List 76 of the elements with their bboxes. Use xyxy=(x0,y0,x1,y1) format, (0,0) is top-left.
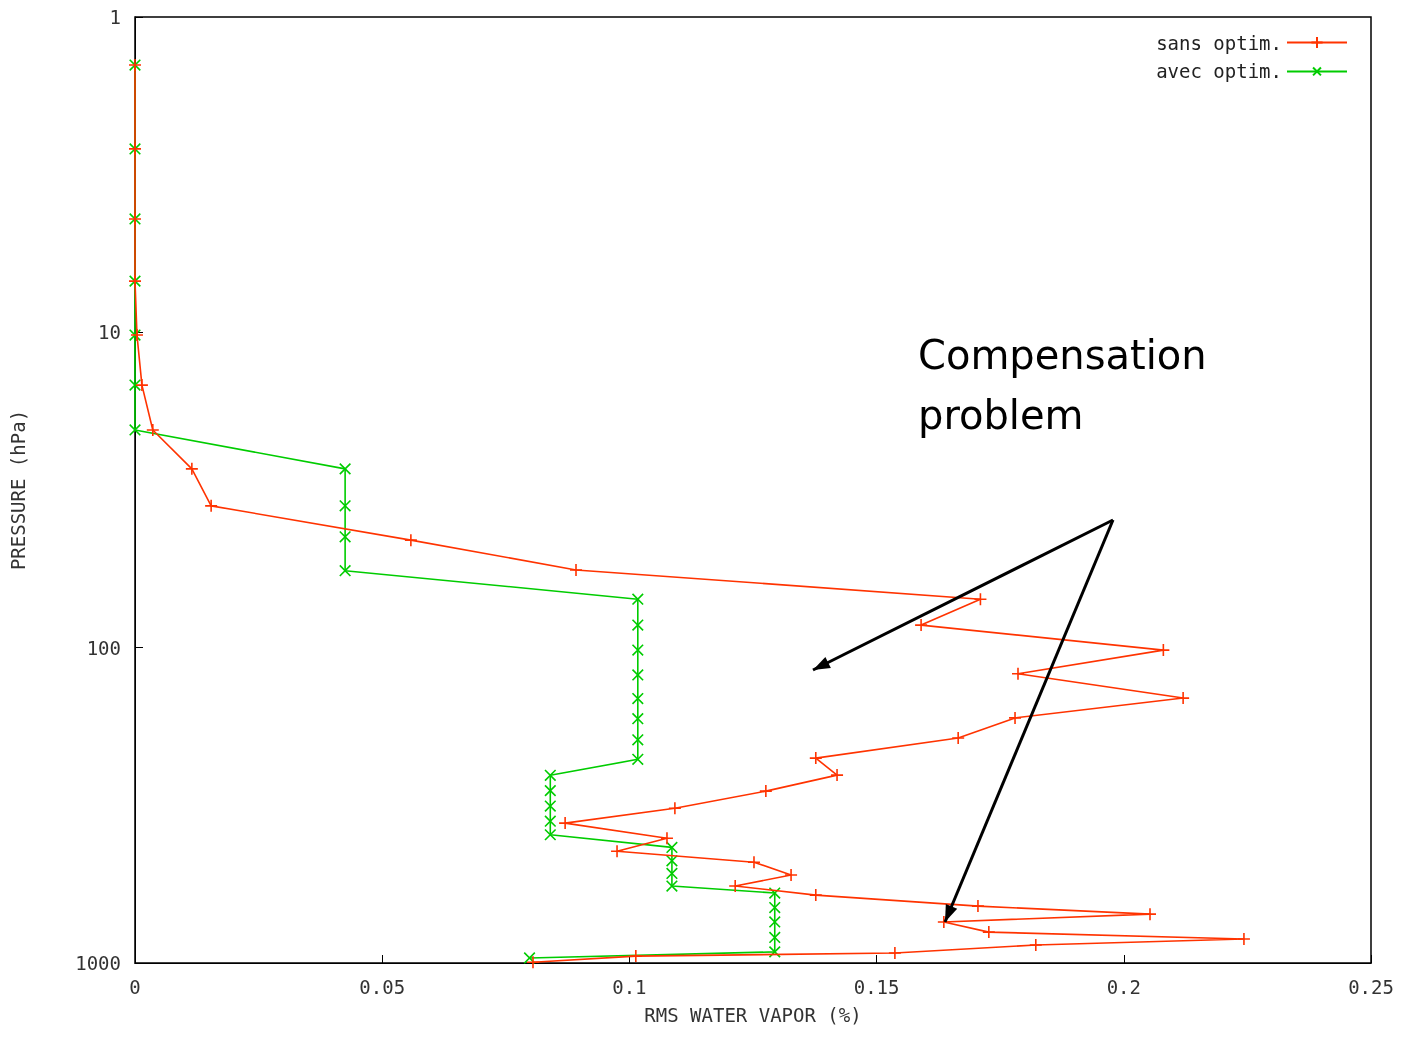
y-axis-title: PRESSURE (hPa) xyxy=(6,409,29,571)
y-tick-label: 100 xyxy=(86,636,121,659)
point xyxy=(665,879,679,893)
point xyxy=(914,618,928,632)
legend-label: avec optim. xyxy=(1156,60,1282,83)
point xyxy=(631,753,644,766)
point xyxy=(759,784,773,798)
x-tick-label: 0.1 xyxy=(612,975,647,998)
point xyxy=(668,801,682,816)
point xyxy=(629,949,643,963)
point xyxy=(808,888,823,902)
point xyxy=(1237,932,1251,946)
y-tick-label: 1000 xyxy=(75,952,121,974)
point xyxy=(728,879,742,893)
point xyxy=(631,644,644,657)
y-tick-label: 10 xyxy=(98,321,121,344)
point xyxy=(937,915,951,929)
point xyxy=(951,731,965,745)
point xyxy=(544,800,557,813)
x-tick-label: 0.2 xyxy=(1106,975,1141,998)
x-axis-title: RMS WATER VAPOR (%) xyxy=(644,1003,862,1026)
point xyxy=(665,841,679,854)
point xyxy=(339,564,352,577)
point xyxy=(982,925,996,939)
point xyxy=(888,946,902,960)
point xyxy=(544,815,557,828)
x-tick-label: 0.15 xyxy=(853,975,900,998)
point xyxy=(135,378,149,392)
point xyxy=(544,769,557,782)
point xyxy=(665,867,679,880)
annotation: Compensation problem xyxy=(918,332,1207,438)
point xyxy=(631,618,644,632)
point xyxy=(971,899,985,913)
legend-label: sans optim. xyxy=(1156,31,1282,54)
point xyxy=(339,530,352,543)
point xyxy=(1156,643,1171,657)
point xyxy=(631,668,644,681)
point xyxy=(128,378,142,392)
point xyxy=(523,951,536,965)
point xyxy=(339,462,352,475)
point xyxy=(146,423,160,437)
point xyxy=(660,831,674,845)
point xyxy=(768,915,781,929)
point xyxy=(339,499,352,512)
point xyxy=(544,784,557,797)
point xyxy=(204,499,218,513)
point xyxy=(631,593,644,606)
point xyxy=(1008,711,1022,725)
point xyxy=(610,844,624,858)
point xyxy=(768,901,781,914)
point xyxy=(526,955,540,970)
x-tick-label: 0 xyxy=(129,975,141,998)
point xyxy=(768,945,781,958)
point xyxy=(631,733,644,746)
point xyxy=(128,423,142,437)
point xyxy=(747,855,761,869)
point xyxy=(973,592,988,607)
point xyxy=(768,931,781,944)
point xyxy=(544,828,557,841)
point xyxy=(404,533,418,547)
point xyxy=(631,692,644,705)
point xyxy=(768,886,781,900)
point xyxy=(569,563,583,577)
y-tick-label: 1 xyxy=(109,6,121,28)
point xyxy=(631,712,644,725)
point xyxy=(1176,691,1190,705)
point xyxy=(1143,907,1157,921)
point xyxy=(665,854,679,867)
point xyxy=(185,462,199,476)
point xyxy=(784,868,798,882)
x-tick-label: 0.25 xyxy=(1348,975,1394,998)
point xyxy=(1029,938,1043,952)
point xyxy=(808,751,823,765)
point xyxy=(1011,666,1025,681)
point xyxy=(830,768,844,782)
x-tick-label: 0.05 xyxy=(359,975,406,998)
